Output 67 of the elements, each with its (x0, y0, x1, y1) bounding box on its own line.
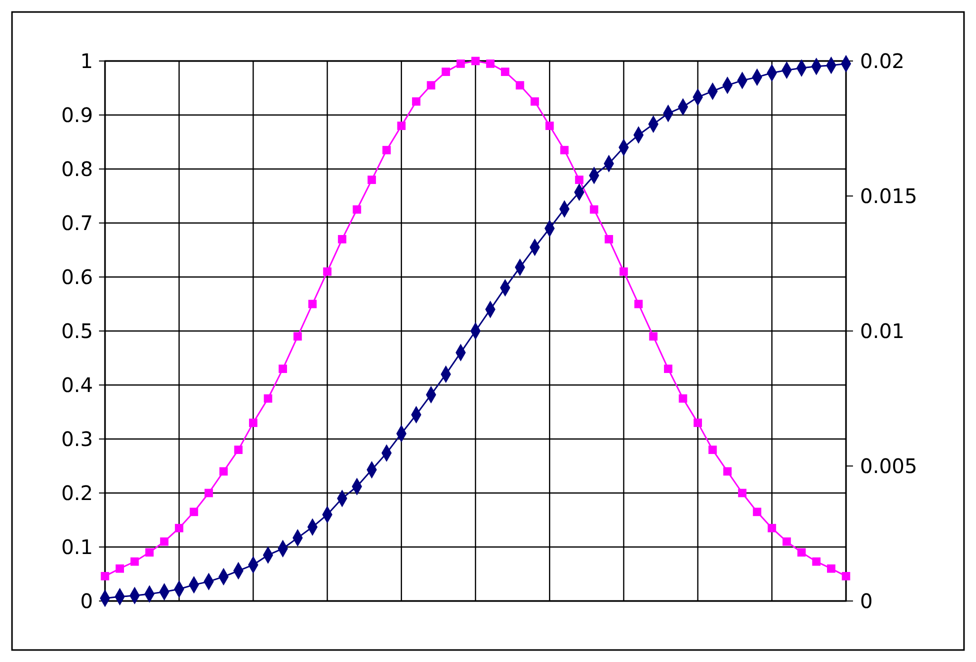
y2-tick-label: 0.02 (860, 49, 905, 73)
point (664, 364, 672, 373)
y2-tick-label: 0.015 (860, 184, 918, 208)
point (782, 537, 791, 546)
point (708, 446, 717, 454)
point (530, 97, 539, 106)
point (620, 267, 628, 276)
y-tick-label: 0.4 (61, 373, 93, 397)
y-tick-label: 0.9 (61, 103, 93, 127)
point (842, 572, 850, 580)
point (204, 488, 213, 498)
point (545, 122, 554, 130)
y-tick-label: 0.6 (61, 265, 93, 289)
y-tick-label: 0.8 (61, 157, 93, 181)
point (752, 508, 762, 516)
point (368, 176, 376, 184)
point (174, 524, 184, 532)
y-tick-label: 0 (80, 589, 93, 613)
point (649, 332, 658, 341)
y2-tick-label: 0 (860, 589, 873, 613)
y-tick-label: 0.5 (61, 319, 93, 343)
point (293, 332, 302, 341)
point (678, 394, 688, 403)
point (500, 68, 510, 76)
point (516, 81, 524, 90)
point (308, 300, 317, 308)
point (471, 56, 480, 66)
point (426, 81, 436, 90)
point (768, 524, 776, 532)
point (190, 508, 198, 516)
point (634, 300, 643, 308)
point (590, 205, 598, 214)
point (264, 394, 272, 403)
point (352, 205, 362, 214)
point (560, 146, 569, 154)
point (723, 467, 732, 476)
point (412, 97, 420, 106)
point (694, 418, 702, 427)
point (219, 467, 228, 476)
point (826, 564, 836, 573)
point (812, 557, 821, 566)
point (160, 537, 168, 546)
point (249, 418, 258, 427)
y-tick-label: 1 (80, 49, 93, 73)
point (234, 446, 243, 454)
point (442, 68, 450, 76)
y-tick-label: 0.3 (61, 427, 93, 451)
point (338, 235, 346, 244)
point (100, 572, 110, 580)
point (575, 176, 584, 184)
point (130, 557, 139, 566)
point (797, 548, 806, 557)
y2-tick-label: 0.005 (860, 454, 918, 478)
point (397, 122, 406, 130)
point (145, 548, 154, 557)
y-tick-label: 0.1 (61, 535, 93, 559)
y-tick-label: 0.2 (61, 481, 93, 505)
point (323, 267, 332, 276)
point (456, 60, 465, 68)
y2-tick-label: 0.01 (860, 319, 905, 343)
point (278, 364, 288, 373)
point (486, 60, 495, 68)
point (604, 235, 614, 244)
point (116, 564, 124, 573)
y-tick-label: 0.7 (61, 211, 93, 235)
point (738, 488, 746, 498)
point (382, 146, 391, 154)
